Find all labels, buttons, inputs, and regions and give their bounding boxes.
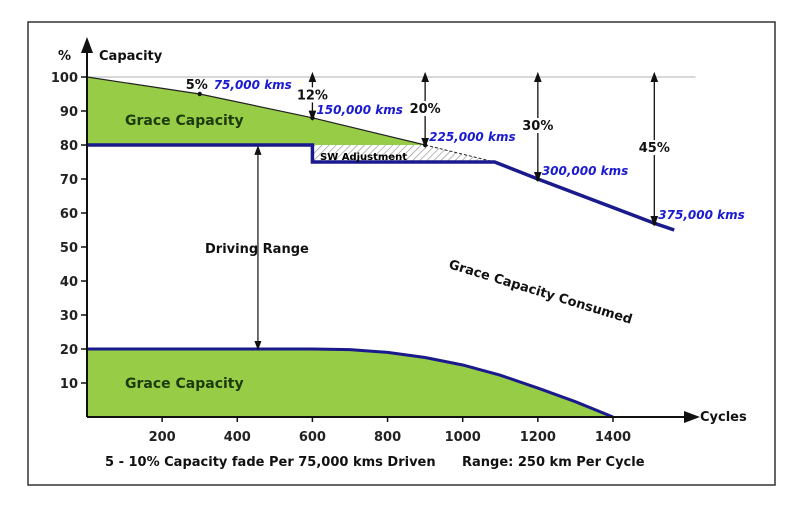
y-tick-label: 70 (60, 173, 78, 188)
y-tick-label: 10 (60, 377, 78, 392)
x-tick-label: 1000 (445, 430, 481, 445)
x-tick-label: 200 (149, 430, 176, 445)
capacity-fade-dashed-line (425, 144, 495, 163)
annotation-point (310, 115, 315, 121)
annotation-pct: 20% (410, 102, 441, 117)
annotation-point (652, 221, 657, 226)
annotation-pct: 30% (522, 119, 553, 134)
annotation-km: 75,000 kms (214, 78, 292, 92)
annotation-point (535, 176, 541, 182)
consumed-label: Grace Capacity Consumed (447, 257, 634, 327)
footnote-range: Range: 250 km Per Cycle (462, 455, 645, 470)
annotation-pct-bg (521, 118, 554, 133)
annotation-km: 375,000 kms (658, 208, 744, 222)
y-tick-label: 50 (60, 241, 78, 256)
annotation-point (197, 91, 202, 97)
footnote-fade: 5 - 10% Capacity fade Per 75,000 kms Dri… (105, 455, 436, 470)
x-tick-label: 600 (299, 430, 326, 445)
lower-grace-label: Grace Capacity (125, 376, 244, 392)
annotation-pct: 45% (639, 141, 670, 156)
x-tick-label: 400 (224, 430, 251, 445)
y-tick-label: 60 (60, 207, 78, 222)
annotation-pct-bg (409, 101, 442, 116)
annotation-point (422, 142, 428, 148)
sw-adjustment-area (312, 145, 495, 162)
driving-range-label: Driving Range (205, 242, 309, 257)
upper-grace-label: Grace Capacity (125, 113, 244, 129)
y-tick-label: 40 (60, 275, 78, 290)
annotation-pct: 5% (186, 78, 208, 93)
y-tick-label: 80 (60, 139, 78, 154)
y-tick-label: 90 (60, 105, 78, 120)
sw-adjustment-label: SW Adjustment (320, 152, 407, 163)
y-tick-label: 30 (60, 309, 78, 324)
annotation-pct-bg (638, 140, 671, 156)
frame (27, 21, 776, 486)
y-unit: % (58, 49, 71, 64)
y-tick-label: 20 (60, 343, 78, 358)
x-tick-label: 1200 (520, 430, 556, 445)
annotation-km: 150,000 kms (316, 103, 402, 117)
x-tick-label: 800 (374, 430, 401, 445)
y-tick-label: 100 (51, 71, 78, 86)
annotation-pct-bg (296, 87, 329, 103)
annotation-pct: 12% (297, 88, 328, 103)
lower-grace-area (87, 349, 613, 417)
y-axis-label: Capacity (99, 49, 163, 64)
annotation-km: 225,000 kms (429, 130, 515, 144)
lower-usable-line (87, 347, 614, 419)
x-axis-label: Cycles (700, 410, 747, 425)
x-tick-label: 1400 (595, 430, 631, 445)
capacity-fade-line (86, 76, 426, 146)
upper-grace-area (87, 77, 426, 145)
annotation-km: 300,000 kms (542, 164, 628, 178)
